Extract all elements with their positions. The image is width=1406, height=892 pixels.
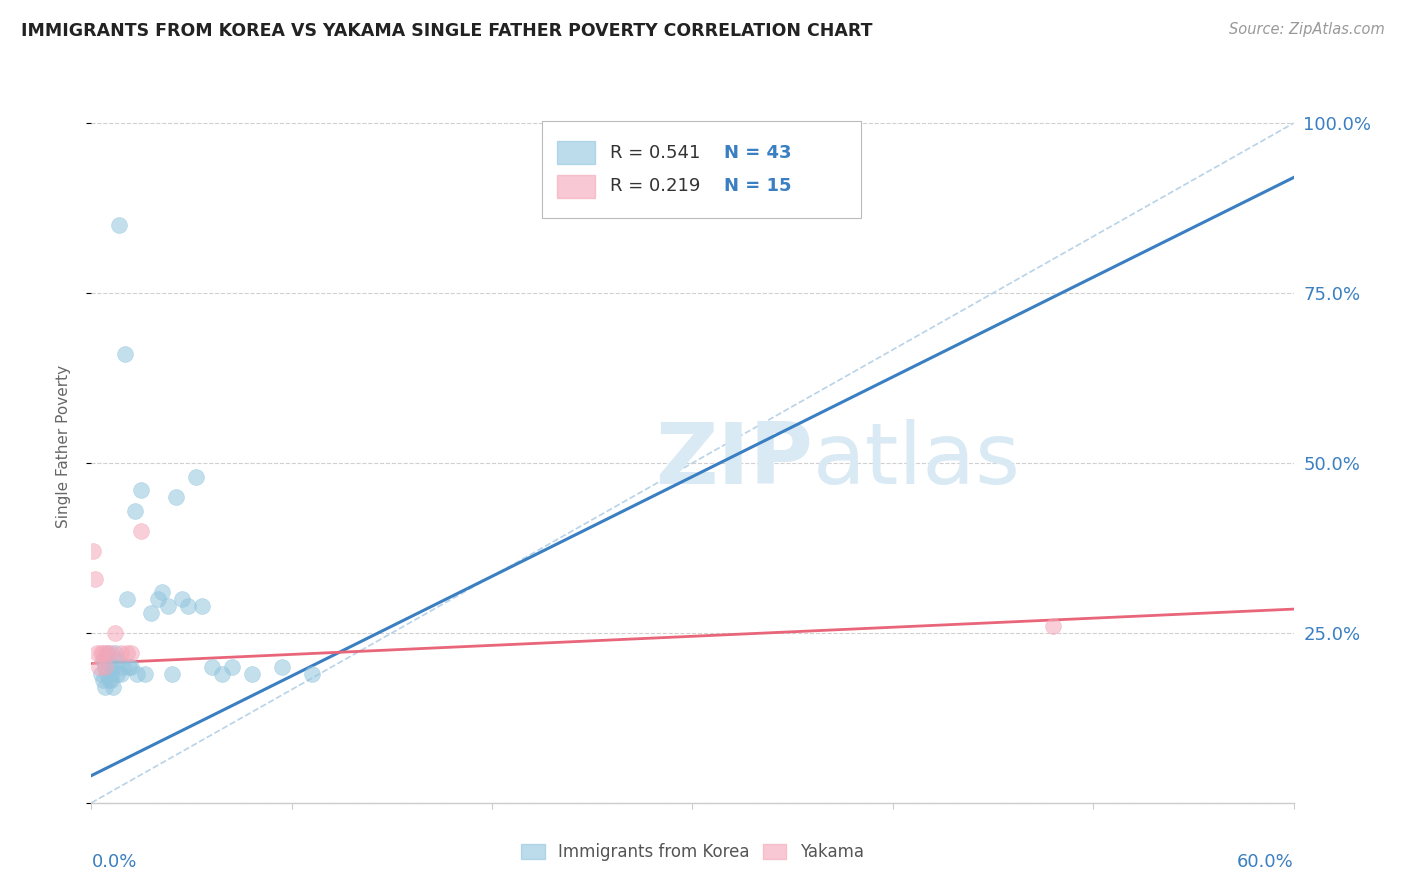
Point — [131, 524, 153, 538]
Point — [118, 660, 141, 674]
Text: R = 0.219: R = 0.219 — [610, 178, 700, 195]
Point — [93, 673, 115, 688]
Y-axis label: Single Father Poverty: Single Father Poverty — [56, 365, 70, 527]
Point — [110, 666, 132, 681]
Text: IMMIGRANTS FROM KOREA VS YAKAMA SINGLE FATHER POVERTY CORRELATION CHART: IMMIGRANTS FROM KOREA VS YAKAMA SINGLE F… — [21, 22, 873, 40]
Point — [96, 666, 118, 681]
FancyBboxPatch shape — [557, 175, 595, 198]
Point — [121, 646, 143, 660]
Point — [100, 646, 122, 660]
Point — [93, 653, 115, 667]
Text: N = 43: N = 43 — [724, 144, 792, 161]
Point — [96, 646, 118, 660]
Point — [107, 666, 129, 681]
Text: 0.0%: 0.0% — [91, 853, 136, 871]
Point — [103, 680, 125, 694]
Point — [90, 646, 112, 660]
Point — [141, 606, 163, 620]
Point — [98, 660, 121, 674]
Point — [127, 666, 149, 681]
Point — [165, 490, 187, 504]
Point — [134, 666, 156, 681]
Text: ZIP: ZIP — [655, 418, 813, 502]
FancyBboxPatch shape — [543, 121, 860, 218]
Point — [221, 660, 243, 674]
Point — [170, 591, 193, 606]
Point — [131, 483, 153, 498]
Point — [190, 599, 212, 613]
Point — [156, 599, 179, 613]
Point — [121, 660, 143, 674]
Point — [1042, 619, 1064, 633]
Point — [94, 680, 117, 694]
Point — [93, 646, 115, 660]
Point — [94, 660, 117, 674]
Point — [146, 591, 169, 606]
Point — [201, 660, 224, 674]
Point — [107, 653, 129, 667]
Point — [176, 599, 198, 613]
Point — [150, 585, 173, 599]
Point — [114, 347, 136, 361]
Point — [100, 666, 122, 681]
Text: R = 0.541: R = 0.541 — [610, 144, 700, 161]
Point — [108, 218, 131, 232]
Text: N = 15: N = 15 — [724, 178, 792, 195]
Point — [211, 666, 233, 681]
Point — [110, 646, 132, 660]
Point — [103, 660, 125, 674]
Text: Source: ZipAtlas.com: Source: ZipAtlas.com — [1229, 22, 1385, 37]
Point — [112, 660, 135, 674]
Point — [84, 572, 107, 586]
Point — [184, 469, 207, 483]
Point — [117, 646, 139, 660]
Point — [94, 660, 117, 674]
Point — [90, 666, 112, 681]
Point — [160, 666, 183, 681]
FancyBboxPatch shape — [557, 141, 595, 164]
Point — [104, 626, 127, 640]
Point — [240, 666, 263, 681]
Point — [100, 673, 122, 688]
Point — [104, 646, 127, 660]
Point — [301, 666, 323, 681]
Point — [82, 544, 104, 558]
Point — [86, 646, 108, 660]
Point — [270, 660, 292, 674]
Text: atlas: atlas — [813, 418, 1021, 502]
Legend: Immigrants from Korea, Yakama: Immigrants from Korea, Yakama — [516, 838, 869, 866]
Point — [117, 591, 139, 606]
Point — [124, 503, 146, 517]
Point — [98, 673, 121, 688]
Text: 60.0%: 60.0% — [1237, 853, 1294, 871]
Point — [89, 660, 111, 674]
Point — [96, 646, 118, 660]
